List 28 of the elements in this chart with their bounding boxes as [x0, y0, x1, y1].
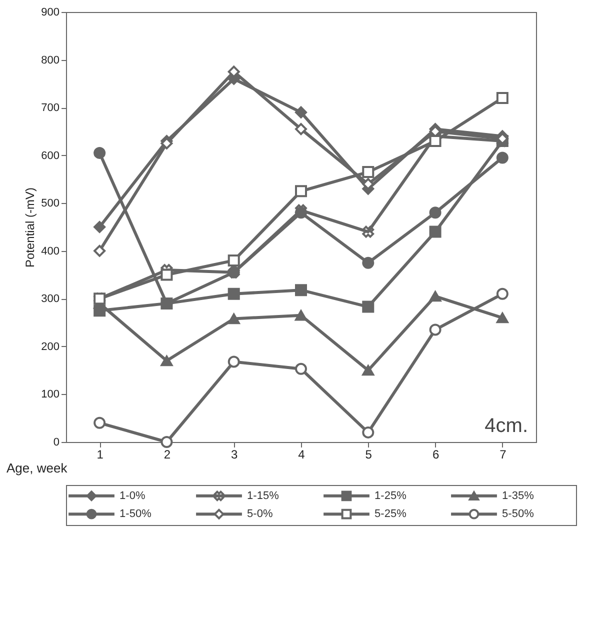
- x-tick-label: 6: [432, 448, 440, 462]
- annotation: 4cm.: [484, 415, 528, 437]
- x-tick-label: 7: [500, 448, 507, 462]
- legend-label: 5-50%: [502, 508, 534, 520]
- x-tick-label: 4: [298, 448, 306, 462]
- x-axis-title: Age, week: [6, 460, 68, 476]
- y-tick-label: 500: [41, 198, 60, 210]
- legend-label: 5-25%: [374, 508, 407, 520]
- legend-label: 1-35%: [502, 490, 534, 502]
- x-tick-label: 2: [164, 448, 171, 462]
- legend-label: 1-25%: [374, 490, 407, 502]
- x-tick-label: 5: [365, 448, 372, 462]
- y-tick-label: 800: [41, 54, 60, 66]
- x-tick-label: 3: [231, 448, 238, 462]
- y-tick-label: 900: [41, 6, 60, 18]
- legend-label: 1-50%: [120, 508, 152, 520]
- y-tick-label: 600: [41, 150, 60, 162]
- y-tick-label: 200: [41, 340, 60, 353]
- y-tick-label: 700: [41, 102, 60, 114]
- y-tick-label: 300: [41, 293, 60, 306]
- y-tick-label: 400: [41, 245, 60, 258]
- legend-label: 1-0%: [120, 490, 146, 502]
- y-tick-label: 0: [53, 436, 60, 448]
- x-tick-label: 1: [96, 448, 104, 462]
- legend-label: 1-15%: [247, 490, 280, 502]
- y-axis-title: Potential (-mV): [23, 187, 38, 268]
- legend-label: 5-0%: [247, 508, 273, 520]
- y-tick-label: 100: [41, 388, 60, 401]
